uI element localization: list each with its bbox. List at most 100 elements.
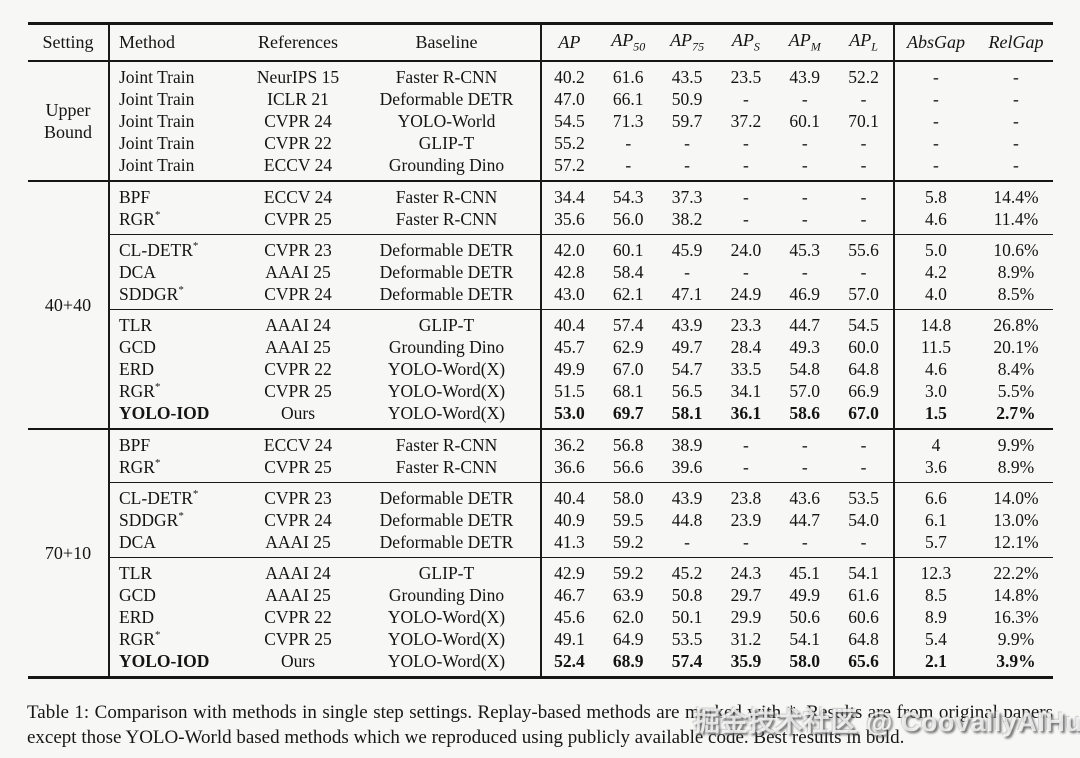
method-cell: DCA [119,531,156,552]
metric-cell: 45.3 [789,239,821,260]
metric-cell: 59.2 [612,531,644,552]
section-groups: BPF ECCV 24 Faster R-CNN 36.2 56.8 38.9- - -4 9.… [108,430,1053,676]
method-cell: GCD [119,584,156,605]
col-header-ap-l: APL [849,30,878,54]
metric-cell: - [801,456,808,477]
method-cell: ERD [119,606,154,627]
metric-cell: - [860,434,867,455]
metric-cell: 53.0 [554,402,585,423]
metric-cell: 40.4 [554,487,585,508]
absgap-cell: 4.6 [925,358,947,379]
references-cell: Ours [280,650,316,671]
table-row: RGR* CVPR 25 YOLO-Word(X) 51.5 68.1 56.5 34.1 5… [108,380,1053,402]
table-row: Joint Train NeurIPS 15 Faster R-CNN 40.2 61.… [108,66,1053,88]
metric-cell: 62.1 [612,283,644,304]
metric-cell: 47.1 [671,283,703,304]
relgap-cell: 14.8% [993,584,1039,605]
table-row: BPF ECCV 24 Faster R-CNN 34.4 54.3 37.3 - - - 5.8… [108,186,1053,208]
metric-cell: 46.7 [554,584,585,605]
table-row: RGR* CVPR 25 Faster R-CNN 35.6 56.0 38.2 - - - 4.… [108,208,1053,230]
metric-cell: 51.5 [554,380,585,401]
table-row: DCA AAAI 25 Deformable DETR 41.3 59.2 - - - - 5.7… [108,531,1053,553]
metric-cell: 47.0 [554,88,585,109]
section-40-40: 40+40 BPF ECCV 24 Faster R-CNN 34.4 54.3 37.3 -… [28,180,1053,428]
metric-cell: - [625,154,632,175]
metric-cell: 45.7 [554,336,585,357]
baseline-cell: YOLO-Word(X) [387,650,506,671]
relgap-cell: 8.9% [997,456,1035,477]
absgap-cell: 11.5 [920,336,951,357]
references-cell: AAAI 25 [265,531,331,552]
metric-cell: - [742,261,749,282]
references-cell: CVPR 24 [264,283,332,304]
setting-cell: Upper Bound [43,99,92,143]
metric-cell: - [742,154,749,175]
relgap-cell: 26.8% [993,314,1039,335]
metric-cell: 29.9 [730,606,762,627]
metric-cell: 56.8 [612,434,644,455]
metric-cell: 71.3 [612,110,644,131]
metric-cell: 43.9 [671,314,703,335]
method-group: BPF ECCV 24 Faster R-CNN 36.2 56.8 38.9- - -4 9.… [108,430,1053,482]
method-group: Joint Train NeurIPS 15 Faster R-CNN 40.2 61.… [108,62,1053,180]
references-cell: CVPR 22 [264,606,332,627]
metric-cell: 55.6 [848,239,879,260]
method-cell: YOLO-IOD [119,402,210,423]
references-cell: ECCV 24 [263,434,333,455]
metric-cell: 54.5 [554,110,585,131]
table-row: Joint Train CVPR 22 GLIP-T 55.2 - - - - - - - [108,132,1053,154]
absgap-cell: 5.7 [925,531,947,552]
metric-cell: - [742,88,749,109]
setting-cell: 70+10 [44,542,92,563]
metric-cell: 55.2 [554,132,585,153]
absgap-cell: - [933,154,939,175]
table-row: RGR* CVPR 25 Faster R-CNN 36.6 56.6 39.6 - - - 3.… [108,456,1053,478]
baseline-cell: YOLO-Word(X) [387,402,506,423]
metric-cell: 61.6 [848,584,879,605]
table-row: YOLO-IOD Ours YOLO-Word(X) 53.0 69.7 58.1 36.1… [108,402,1053,424]
relgap-cell: 8.5% [997,283,1035,304]
references-cell: CVPR 22 [264,358,332,379]
col-header-baseline: Baseline [415,32,478,52]
method-cell: SDDGR* [119,509,184,530]
metric-cell: 43.9 [789,66,821,87]
relgap-cell: - [1013,88,1019,109]
references-cell: NeurIPS 15 [256,66,340,87]
metric-cell: - [684,132,690,153]
metric-cell: 56.5 [671,380,703,401]
metric-cell: 54.1 [848,562,879,583]
metric-cell: 67.0 [612,358,644,379]
relgap-cell: 3.9% [996,650,1036,671]
absgap-cell: 8.9 [925,606,947,627]
relgap-cell: 13.0% [993,509,1039,530]
table-row: BPF ECCV 24 Faster R-CNN 36.2 56.8 38.9 - - - 4 9.… [108,434,1053,456]
method-cell: Joint Train [119,66,195,87]
table-row: Joint Train ICLR 21 Deformable DETR 47.0 66.… [108,88,1053,110]
references-cell: CVPR 25 [264,456,332,477]
metric-cell: 56.6 [612,456,644,477]
metric-cell: 41.3 [554,531,585,552]
metric-cell: 66.1 [612,88,644,109]
metric-cell: 36.2 [554,434,585,455]
section-70-10: 70+10 BPF ECCV 24 Faster R-CNN 36.2 56.8 38.9 -… [28,428,1053,676]
baseline-cell: Faster R-CNN [395,456,498,477]
metric-cell: 65.6 [848,650,879,671]
replay-star: * [192,239,199,252]
metric-cell: 33.5 [730,358,762,379]
absgap-cell: 6.6 [925,487,947,508]
metric-cell: - [801,132,808,153]
references-cell: ECCV 24 [263,154,333,175]
metric-cell: - [860,154,867,175]
metric-cell: 49.9 [789,584,821,605]
relgap-cell: 9.9% [997,628,1035,649]
relgap-cell: 2.7% [996,402,1036,423]
col-header-ap: AP [558,32,581,52]
section-groups: BPF ECCV 24 Faster R-CNN 34.4 54.3 37.3- - -5.8… [108,182,1053,428]
metric-cell: 40.4 [554,314,585,335]
baseline-cell: YOLO-World [397,110,496,131]
metric-cell: 38.9 [671,434,703,455]
baseline-cell: Deformable DETR [379,487,514,508]
metric-cell: 35.6 [554,208,585,229]
baseline-cell: GLIP-T [418,314,475,335]
table-row: GCD AAAI 25 Grounding Dino 45.7 62.9 49.7 28.4… [108,336,1053,358]
